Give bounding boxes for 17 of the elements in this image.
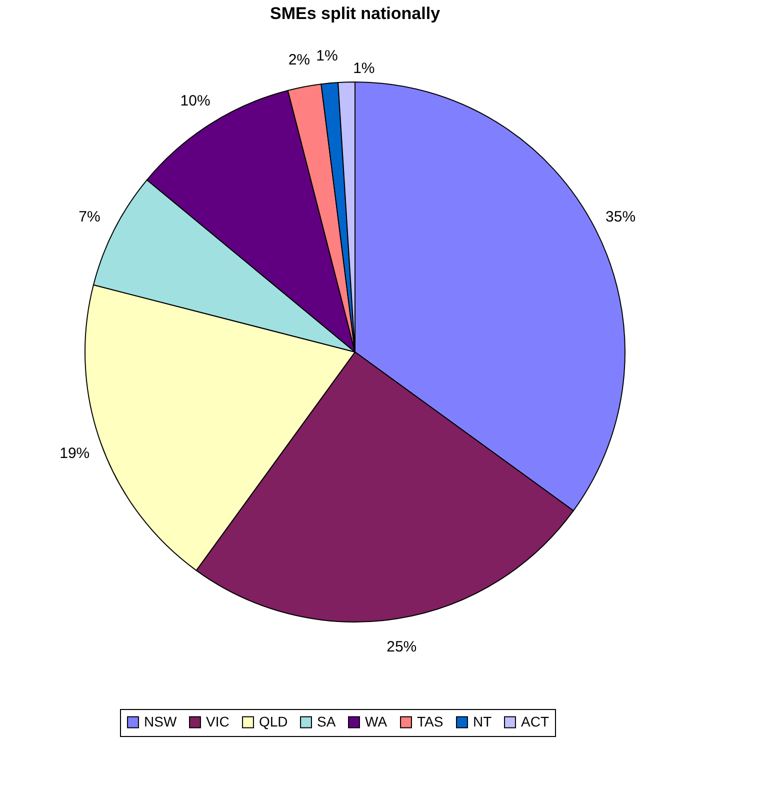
legend-label: SA [317,713,336,730]
legend-label: TAS [417,713,444,730]
legend-label: WA [365,713,388,730]
data-label: 35% [606,208,636,226]
legend-label: VIC [206,713,230,730]
data-label: 25% [386,638,417,656]
data-label: 10% [180,92,210,110]
legend-label: NSW [144,713,178,730]
data-label: 19% [60,444,90,462]
data-label: 7% [78,208,100,226]
legend-label: NT [473,713,492,730]
legend-label: QLD [259,713,288,730]
data-label: 1% [316,47,338,64]
data-label: 2% [288,51,310,68]
legend-label: ACT [521,713,550,730]
chart-title: SMEs split nationally [270,4,441,23]
data-label: 1% [353,60,375,78]
